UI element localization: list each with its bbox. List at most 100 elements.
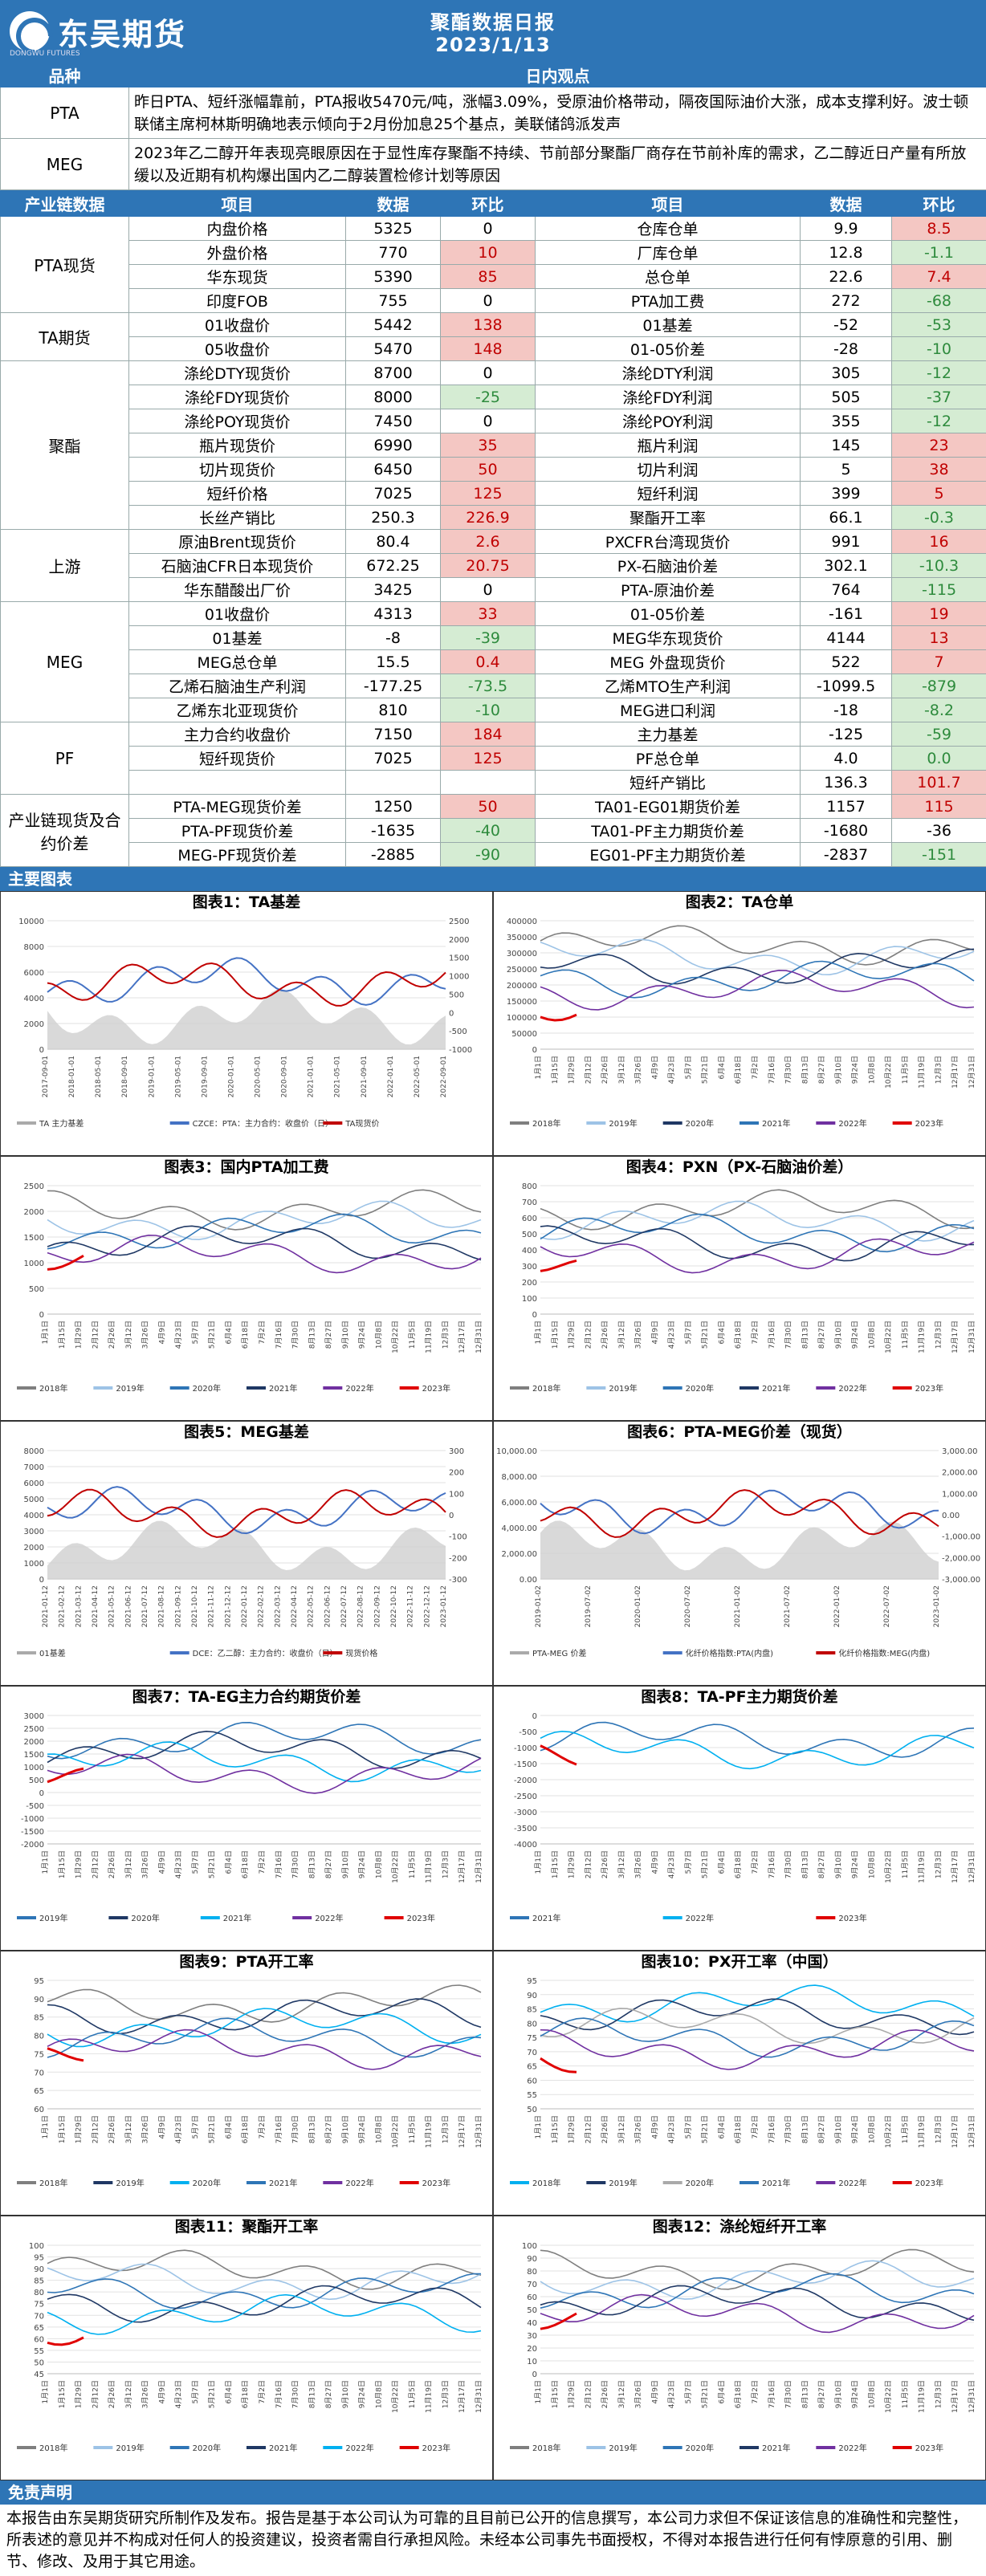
series-line	[47, 1985, 481, 2022]
y-tick-label: 0	[39, 1576, 44, 1585]
item-value: 810	[346, 698, 441, 722]
x-tick-label: 7月2日	[258, 2115, 267, 2139]
item-value: 7450	[346, 409, 441, 433]
item-value: 302.1	[801, 554, 892, 578]
x-tick-label: 2021-09-01	[361, 1056, 369, 1097]
x-tick-label: 11月19日	[425, 1321, 434, 1353]
legend-label: 2023年	[915, 1118, 943, 1129]
x-tick-label: 10月8日	[374, 2115, 383, 2143]
x-tick-label: 4月9日	[157, 1850, 166, 1874]
x-tick-label: 1月15日	[551, 2380, 560, 2408]
item-name: 切片利润	[536, 458, 801, 482]
chart-title: 图表2：TA仓单	[494, 892, 985, 913]
x-tick-label: 10月8日	[374, 1850, 383, 1878]
chart-svg: 1000080006000400020000250020001500100050…	[1, 913, 492, 1154]
item-change: 184	[441, 722, 536, 747]
chart-svg: 10,000.008,000.006,000.004,000.002,000.0…	[494, 1443, 985, 1683]
series-line	[540, 1015, 577, 1020]
item-value: -1099.5	[801, 674, 892, 698]
x-tick-label: 3月26日	[141, 1321, 150, 1349]
item-name: MEG 外盘现货价	[536, 650, 801, 674]
y-tick-label: 80	[527, 2268, 537, 2277]
legend-label: 2019年	[609, 2443, 637, 2453]
y2-tick-label: 500	[449, 991, 464, 999]
item-name: 01收盘价	[129, 602, 346, 626]
legend-label: 2019年	[116, 1383, 144, 1394]
y-tick-label: 60	[34, 2335, 44, 2344]
x-tick-label: 8月13日	[308, 2380, 316, 2408]
x-tick-label: 5月7日	[684, 2380, 693, 2403]
x-tick-label: 12月17日	[458, 2115, 467, 2148]
series-line	[540, 1732, 974, 1769]
x-tick-label: 9月10日	[341, 2115, 350, 2143]
item-name: PTA-MEG现货价差	[129, 795, 346, 819]
y-tick-label: -1500	[21, 1828, 44, 1837]
y2-tick-label: 2000	[449, 936, 469, 945]
legend-label: 2019年	[116, 2178, 144, 2188]
item-value: 7025	[346, 482, 441, 506]
item-name: 华东醋酸出厂价	[129, 578, 346, 602]
x-tick-label: 7月30日	[291, 1850, 300, 1878]
legend-label: 2021年	[762, 1118, 790, 1129]
x-tick-label: 4月9日	[650, 1056, 659, 1079]
item-name: 切片现货价	[129, 458, 346, 482]
chart-title: 图表11：聚酯开工率	[1, 2216, 492, 2237]
x-tick-label: 2018-01-01	[68, 1056, 76, 1097]
x-tick-label: 5月7日	[191, 2115, 200, 2139]
x-tick-label: 2月12日	[584, 1321, 593, 1349]
x-tick-label: 9月10日	[341, 1850, 350, 1878]
item-name: 短纤产销比	[536, 771, 801, 795]
x-tick-label: 2022-07-12	[340, 1585, 348, 1627]
legend-label: 2018年	[532, 2178, 560, 2188]
item-change	[441, 771, 536, 795]
item-value: 5	[801, 458, 892, 482]
x-tick-label: 1月1日	[41, 2380, 50, 2403]
x-tick-label: 4月23日	[667, 1850, 676, 1878]
x-tick-label: 6月18日	[241, 1850, 250, 1878]
legend-label: 2022年	[345, 2443, 373, 2453]
x-tick-label: 6月4日	[224, 1321, 233, 1344]
item-name: 瓶片现货价	[129, 433, 346, 458]
legend-label: 2019年	[39, 1913, 67, 1923]
item-name: PX-石脑油价差	[536, 554, 801, 578]
series-line	[47, 1487, 446, 1533]
x-tick-label: 10月22日	[884, 2115, 893, 2148]
x-tick-label: 2月26日	[601, 1850, 609, 1878]
x-tick-label: 2021-03-12	[75, 1585, 83, 1627]
item-value: -28	[801, 337, 892, 361]
x-tick-label: 2月26日	[108, 2380, 116, 2408]
item-change: -36	[892, 819, 986, 843]
series-line	[540, 926, 974, 965]
x-tick-label: 3月12日	[617, 1056, 626, 1084]
y-tick-label: 7000	[24, 1463, 44, 1472]
y2-tick-label: 0.00	[942, 1512, 960, 1520]
legend-label: 2020年	[686, 1383, 714, 1394]
x-tick-label: 2月12日	[584, 2115, 593, 2143]
x-tick-label: 12月31日	[968, 2115, 976, 2148]
x-tick-label: 2019-05-01	[174, 1056, 182, 1097]
x-tick-label: 3月12日	[617, 1850, 626, 1878]
x-tick-label: 12月17日	[951, 1850, 960, 1883]
legend-label: 2021年	[223, 1913, 251, 1923]
x-tick-label: 11月5日	[901, 2115, 910, 2143]
x-tick-label: 2月12日	[91, 1321, 100, 1349]
y-tick-label: -3500	[514, 1825, 537, 1833]
y-tick-label: 65	[527, 2063, 537, 2072]
y-tick-label: 6000	[24, 1479, 44, 1488]
y-tick-label: 300	[522, 1263, 537, 1272]
chart-title: 图表6：PTA-MEG价差（现货）	[494, 1422, 985, 1443]
report-title: 聚酯数据日报	[0, 6, 986, 35]
y-tick-label: 600	[522, 1215, 537, 1223]
x-tick-label: 8月13日	[308, 1321, 316, 1349]
x-tick-label: 4月23日	[667, 2380, 676, 2408]
legend-label: 化纤价格指数:MEG(内盘)	[838, 1648, 930, 1658]
y-tick-label: -1000	[21, 1815, 44, 1824]
x-tick-label: 12月17日	[951, 2115, 960, 2148]
item-name: 乙烯MTO生产利润	[536, 674, 801, 698]
y-tick-label: 2000	[24, 1208, 44, 1217]
x-tick-label: 2023-01-02	[933, 1585, 941, 1627]
x-tick-label: 6月18日	[734, 1850, 743, 1878]
